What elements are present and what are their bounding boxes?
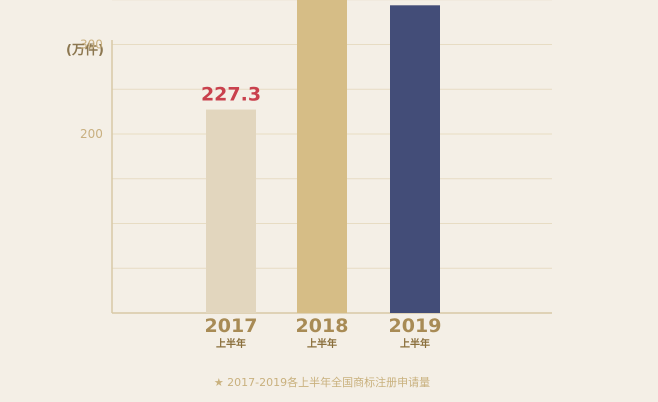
x-category-sublabel: 上半年 xyxy=(307,337,337,350)
value-label: 343.8 xyxy=(385,0,445,1)
value-labels: 227.3358.6343.8 xyxy=(201,0,445,106)
x-category-sublabel: 上半年 xyxy=(400,337,430,350)
y-tick-labels: 200 300 xyxy=(80,38,103,142)
bar-2019 xyxy=(390,5,440,313)
y-axis-unit-label: (万件) xyxy=(66,42,104,58)
x-category-sublabel: 上半年 xyxy=(216,337,246,350)
y-tick-label: 200 xyxy=(80,127,103,141)
chart-caption: ★ 2017-2019各上半年全国商标注册申请量 xyxy=(214,375,430,389)
value-label: 227.3 xyxy=(201,84,261,106)
y-tick-label: 300 xyxy=(80,38,103,52)
bar-2017 xyxy=(206,109,256,313)
bars xyxy=(206,0,440,313)
bar-2018 xyxy=(297,0,347,313)
x-category-label: 2017 xyxy=(205,315,258,337)
x-category-label: 2018 xyxy=(296,315,349,337)
x-category-label: 2019 xyxy=(389,315,442,337)
